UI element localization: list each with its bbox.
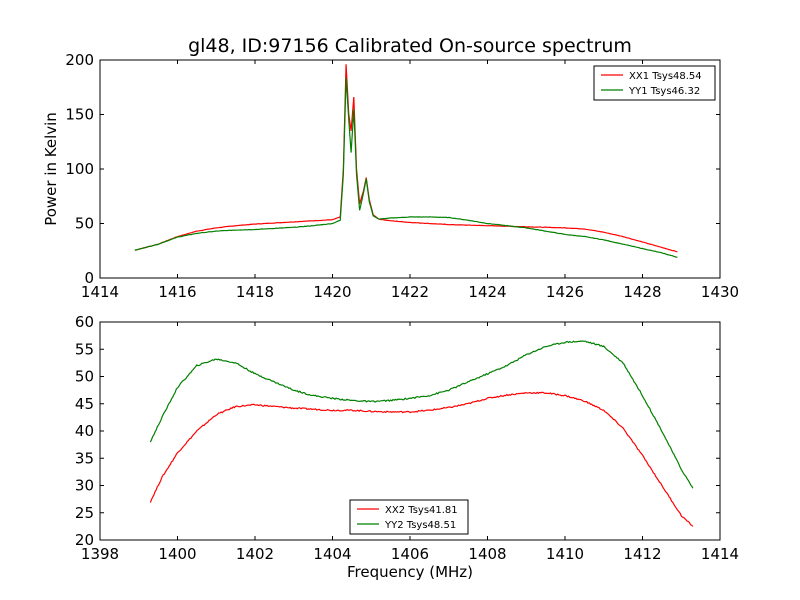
x-tick-label: 1430 bbox=[701, 283, 739, 301]
x-tick-label: 1424 bbox=[468, 283, 506, 301]
x-tick-label: 1400 bbox=[158, 545, 196, 563]
x-tick-label: 1408 bbox=[468, 545, 506, 563]
legend-label-2: YY2 Tsys48.51 bbox=[384, 520, 456, 531]
y-tick-label: 200 bbox=[65, 51, 94, 69]
x-tick-label: 1420 bbox=[313, 283, 351, 301]
y-tick-label: 150 bbox=[65, 106, 94, 124]
legend-box bbox=[349, 499, 469, 535]
x-tick-label: 1406 bbox=[391, 545, 429, 563]
x-tick-label: 1418 bbox=[236, 283, 274, 301]
legend-box bbox=[593, 65, 716, 101]
series-line-1 bbox=[149, 391, 694, 527]
y-axis-label: Power in Kelvin bbox=[42, 112, 60, 226]
y-tick-label: 55 bbox=[75, 340, 94, 358]
y-tick-label: 50 bbox=[75, 215, 94, 233]
y-tick-label: 25 bbox=[75, 504, 94, 522]
x-tick-label: 1414 bbox=[81, 283, 119, 301]
y-tick-label: 0 bbox=[84, 269, 94, 287]
y-tick-label: 50 bbox=[75, 368, 94, 386]
x-tick-label: 1404 bbox=[313, 545, 351, 563]
legend-label-1: XX2 Tsys41.81 bbox=[385, 505, 458, 516]
chart-title: gl48, ID:97156 Calibrated On-source spec… bbox=[188, 35, 632, 57]
series-line-2 bbox=[149, 340, 694, 489]
x-tick-label: 1416 bbox=[158, 283, 196, 301]
y-tick-label: 60 bbox=[75, 313, 94, 331]
y-tick-label: 100 bbox=[65, 160, 94, 178]
x-axis-label: Frequency (MHz) bbox=[347, 563, 473, 581]
x-tick-label: 1426 bbox=[546, 283, 584, 301]
legend-label-1: XX1 Tsys48.54 bbox=[629, 71, 702, 82]
legend: XX2 Tsys41.81 YY2 Tsys48.51 bbox=[349, 499, 469, 535]
legend-label-2: YY1 Tsys46.32 bbox=[628, 86, 700, 97]
y-tick-label: 20 bbox=[75, 531, 94, 549]
x-tick-label: 1402 bbox=[236, 545, 274, 563]
x-tick-label: 1414 bbox=[701, 545, 739, 563]
y-tick-label: 45 bbox=[75, 395, 94, 413]
y-tick-label: 30 bbox=[75, 477, 94, 495]
series-line-2 bbox=[134, 77, 678, 258]
y-tick-label: 35 bbox=[75, 449, 94, 467]
x-tick-label: 1410 bbox=[546, 545, 584, 563]
x-tick-label: 1428 bbox=[623, 283, 661, 301]
chart-panel-1: 1414 1416 1418 1420 1422 1424 1426 1428 1430 0 50 1… bbox=[42, 51, 739, 301]
x-tick-label: 1412 bbox=[623, 545, 661, 563]
series-line-1 bbox=[134, 64, 678, 253]
legend: XX1 Tsys48.54 YY1 Tsys46.32 bbox=[593, 65, 716, 101]
chart-panel-2: 1398 1400 1402 1404 1406 1408 1410 1412 1414 20 25… bbox=[75, 313, 739, 581]
y-tick-label: 40 bbox=[75, 422, 94, 440]
x-tick-label: 1422 bbox=[391, 283, 429, 301]
x-tick-label: 1398 bbox=[81, 545, 119, 563]
